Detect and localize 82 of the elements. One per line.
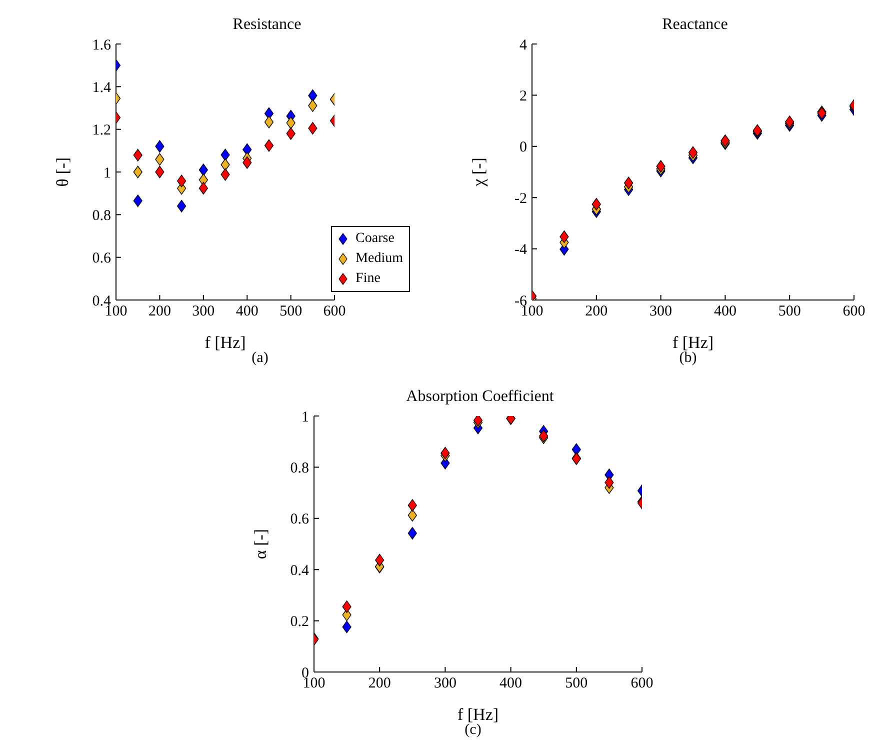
point: [177, 174, 186, 188]
point: [624, 176, 634, 190]
x-tick-label: 400: [714, 304, 736, 320]
point: [308, 89, 318, 102]
legend-label: Coarse: [356, 230, 394, 248]
point: [604, 476, 614, 489]
point: [264, 116, 274, 128]
y-tick-label: 0.2: [290, 614, 309, 630]
chart-title: Absorption Coefficient: [405, 387, 555, 407]
x-tick-label: 400: [236, 304, 258, 320]
y-tick-label: 4: [520, 37, 528, 54]
y-axis-title: θ [-]: [53, 157, 72, 187]
point: [220, 158, 230, 171]
point: [198, 182, 208, 194]
y-tick-label: 0.6: [290, 512, 310, 528]
x-tick-label: 500: [565, 676, 588, 692]
point: [133, 166, 142, 178]
y-tick-label: 0.8: [290, 460, 309, 477]
y-tick-label: 0.4: [290, 562, 310, 579]
y-axis-title: α [-]: [251, 528, 270, 560]
x-tick-label: 500: [778, 304, 801, 320]
point: [560, 230, 569, 243]
point: [198, 164, 208, 176]
x-tick-label: 300: [650, 304, 672, 320]
x-axis-title: f [Hz]: [204, 333, 246, 352]
text: (a): [252, 350, 268, 366]
x-tick-label: 200: [585, 304, 608, 320]
point: [342, 600, 352, 613]
point: [308, 122, 318, 134]
x-tick-label: 300: [192, 304, 215, 320]
text: (c): [464, 722, 482, 739]
x-tick-label: 400: [500, 676, 522, 692]
point: [286, 127, 296, 140]
x-tick-label: 500: [280, 304, 302, 320]
point: [656, 160, 666, 173]
point: [688, 146, 698, 159]
point: [133, 194, 142, 208]
y-tick-label: 0: [520, 140, 527, 156]
point: [375, 554, 384, 566]
x-tick-label: 200: [148, 304, 171, 320]
point: [155, 140, 164, 153]
point: [242, 156, 252, 169]
y-tick-label: 1: [104, 165, 111, 182]
y-axis-title: χ [-]: [469, 158, 488, 188]
point: [155, 166, 164, 178]
y-tick-label: 0.8: [92, 208, 111, 224]
y-tick-label: 0.6: [92, 250, 112, 267]
point: [592, 198, 601, 210]
point: [133, 148, 142, 162]
chart-title: Resistance: [232, 15, 302, 35]
point: [155, 153, 164, 166]
y-tick-label: 1.2: [92, 122, 111, 139]
text: (b): [678, 350, 697, 367]
x-axis-title: f [Hz]: [457, 705, 499, 724]
legend-label: Medium: [356, 250, 403, 268]
point: [177, 200, 186, 212]
x-tick-label: 200: [368, 676, 391, 692]
x-tick-label: 300: [434, 676, 456, 692]
chart-title: Reactance: [661, 15, 729, 35]
point: [220, 148, 230, 162]
x-tick-label: 600: [842, 304, 866, 320]
point: [220, 168, 230, 181]
point: [408, 499, 417, 512]
x-tick-label: 600: [630, 676, 654, 692]
y-tick-label: -4: [514, 242, 528, 258]
point: [342, 620, 352, 634]
y-tick-label: 1.4: [92, 80, 112, 96]
x-axis-title: f [Hz]: [672, 333, 714, 352]
point: [408, 509, 417, 522]
point: [264, 139, 274, 152]
point: [720, 134, 730, 147]
legend-label: Fine: [356, 270, 380, 288]
point: [286, 116, 296, 130]
point: [440, 446, 450, 460]
y-tick-label: -2: [514, 190, 527, 207]
x-tick-label: 600: [323, 304, 346, 320]
y-tick-label: 1: [302, 409, 309, 426]
y-tick-label: 2: [520, 88, 527, 105]
point: [308, 99, 318, 112]
x-tick-label: 100: [104, 304, 128, 320]
y-tick-label: 1.6: [92, 37, 112, 54]
point: [408, 527, 417, 540]
